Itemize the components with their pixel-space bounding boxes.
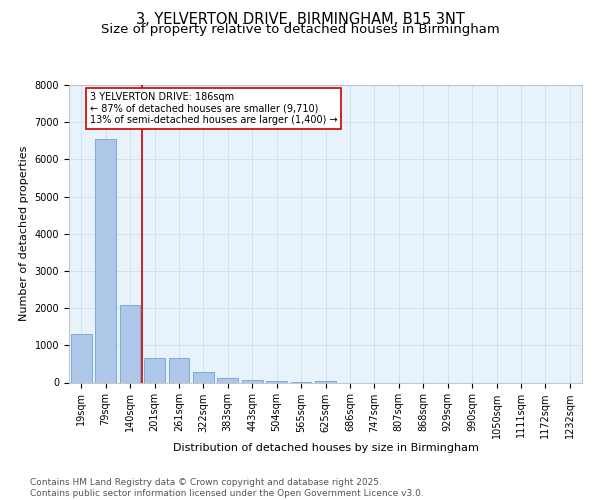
Y-axis label: Number of detached properties: Number of detached properties <box>19 146 29 322</box>
Bar <box>242 380 263 382</box>
Bar <box>119 305 140 382</box>
Text: 3, YELVERTON DRIVE, BIRMINGHAM, B15 3NT: 3, YELVERTON DRIVE, BIRMINGHAM, B15 3NT <box>136 12 464 28</box>
Text: 3 YELVERTON DRIVE: 186sqm
← 87% of detached houses are smaller (9,710)
13% of se: 3 YELVERTON DRIVE: 186sqm ← 87% of detac… <box>90 92 337 125</box>
X-axis label: Distribution of detached houses by size in Birmingham: Distribution of detached houses by size … <box>173 444 478 454</box>
Text: Contains HM Land Registry data © Crown copyright and database right 2025.
Contai: Contains HM Land Registry data © Crown c… <box>30 478 424 498</box>
Bar <box>169 358 190 382</box>
Bar <box>217 378 238 382</box>
Text: Size of property relative to detached houses in Birmingham: Size of property relative to detached ho… <box>101 24 499 36</box>
Bar <box>193 372 214 382</box>
Bar <box>144 358 165 382</box>
Bar <box>95 139 116 382</box>
Bar <box>71 334 92 382</box>
Bar <box>315 380 336 382</box>
